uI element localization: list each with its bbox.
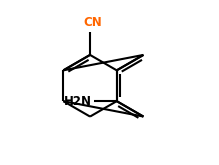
Text: H2N: H2N <box>64 95 92 108</box>
Text: CN: CN <box>83 16 102 29</box>
